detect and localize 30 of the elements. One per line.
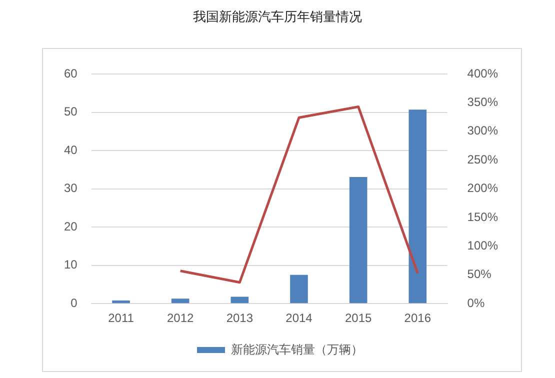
y2-tick-label: 100% [467,238,498,253]
y-tick-label: 10 [64,258,78,272]
bar [349,176,368,304]
y-tick-label: 30 [64,181,78,196]
y2-tick-label: 50% [467,267,492,282]
y2-tick-label: 350% [467,95,498,110]
y-tick-label: 0 [70,296,78,310]
y-tick-label: 20 [64,219,78,234]
y-tick-label: 40 [64,142,78,157]
bar [230,296,249,304]
bar [408,110,427,304]
y2-tick-label: 0% [467,296,485,310]
y2-tick-label: 250% [467,152,498,166]
x-tick-label: 2013 [226,311,254,326]
bar [290,274,308,304]
y-tick-label: 60 [64,66,78,80]
legend-label: 新能源汽车销量（万辆） [231,342,363,356]
y2-tick-label: 150% [467,210,498,224]
bar [112,300,130,304]
x-tick-label: 2014 [286,311,313,326]
chart-title: 我国新能源汽车历年销量情况 [192,9,363,26]
x-tick-label: 2015 [344,311,372,326]
x-tick-label: 2011 [108,311,134,326]
bar [171,298,190,304]
y2-tick-label: 200% [467,181,498,196]
y2-tick-label: 400% [467,66,498,80]
y-tick-label: 50 [64,104,78,119]
x-tick-label: 2016 [404,311,432,326]
x-tick-label: 2012 [166,311,194,326]
y2-tick-label: 300% [467,124,498,138]
